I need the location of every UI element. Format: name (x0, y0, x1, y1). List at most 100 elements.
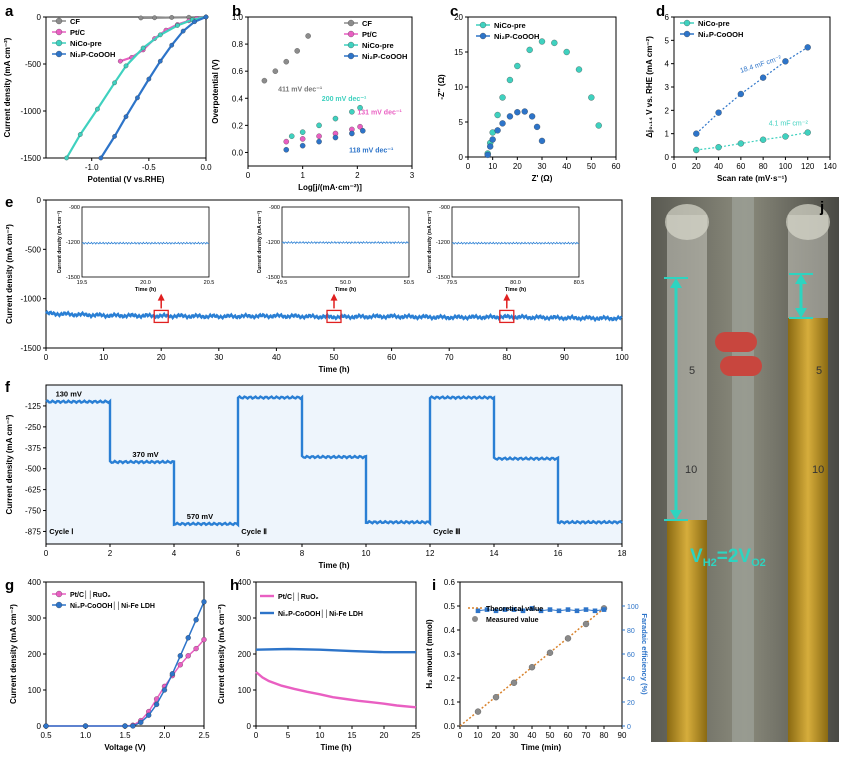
label-part: H2 (703, 557, 717, 569)
measured-point (474, 708, 482, 715)
panel-letter-c: c (450, 3, 458, 20)
tafel-slope-label: 131 mV dec⁻¹ (357, 110, 402, 117)
legend-marker (347, 41, 355, 49)
y-tick-label: -1500 (21, 154, 42, 163)
y-right-tick-label: 60 (627, 652, 635, 659)
legend-label: Ni₂P-CoOOH (362, 52, 407, 61)
point-NiCo-pre (316, 122, 322, 129)
plot-frame (467, 16, 617, 158)
x-tick-label: 20 (380, 731, 389, 740)
inset-y-tick-label: -900 (269, 205, 280, 211)
legend-marker (347, 30, 355, 38)
measured-point (492, 694, 500, 701)
point-Ni2P-CoOOH (360, 128, 366, 134)
x-tick-label: 0 (254, 731, 259, 740)
y-tick-label: -750 (25, 507, 42, 516)
stability-trace (45, 309, 623, 323)
x-tick-label: 0 (458, 731, 463, 740)
point-NiCo-pre (575, 66, 583, 73)
y-tick-label: 5 (665, 36, 670, 45)
point-Ni2P-CoOOH (782, 58, 789, 65)
y-tick-label: 0.5 (444, 602, 456, 611)
clamp-lower (720, 356, 762, 376)
x-tick-label: 40 (272, 353, 281, 362)
series-line (46, 639, 205, 727)
y-tick-label: 1 (665, 130, 670, 139)
inset-y-label: Current density (mA cm⁻²) (427, 210, 433, 273)
point-Ni2P-CoOOH (521, 108, 528, 115)
data-point (185, 635, 191, 641)
faradaic-point (493, 608, 499, 614)
left-liquid (667, 520, 707, 742)
point-NiCo-pre (299, 129, 306, 135)
legend-label: CF (70, 17, 80, 26)
faradaic-point (475, 608, 481, 614)
volume-arrowhead-bottom (795, 308, 807, 318)
legend-marker (55, 590, 63, 598)
x-tick-label: -0.5 (142, 163, 156, 172)
x-tick-label: 20 (492, 731, 501, 740)
x-axis-label: Potential (V vs.RHE) (88, 175, 165, 184)
y-tick-label: 0 (665, 153, 670, 162)
point-NiCo-pre (123, 63, 129, 69)
point-Ni2P-CoOOH (123, 114, 129, 119)
legend-label: NiCo-pre (70, 39, 102, 48)
panel-letter-a: a (5, 3, 14, 20)
point-Ni2P-CoOOH (489, 136, 496, 143)
inset-y-tick-label: -1200 (266, 240, 280, 246)
x-axis-label: Voltage (V) (104, 743, 146, 752)
zoom-box (499, 309, 515, 324)
x-tick-label: 60 (387, 353, 396, 362)
point-Ni2P-CoOOH (533, 123, 541, 131)
measured-point (546, 649, 554, 656)
inset-x-label: Time (h) (335, 287, 356, 293)
x-tick-label: 100 (779, 162, 793, 171)
y-tick-label: 300 (238, 614, 252, 623)
point-NiCo-pre (506, 76, 514, 84)
panel-letter-i: i (432, 577, 436, 594)
point-Ni2P-CoOOH (715, 109, 722, 116)
panel-letters: a b c d e f g h i j (5, 3, 824, 594)
y-tick-label: 100 (28, 686, 42, 695)
y-axis-label: Current density (mA cm⁻²) (5, 414, 14, 514)
point-Ni2P-CoOOH (316, 138, 322, 145)
legend-label: Pt/C││RuO₂ (70, 590, 111, 600)
x-tick-label: 5 (286, 731, 291, 740)
overpotential-label: 370 mV (132, 450, 158, 459)
x-tick-label: 14 (490, 549, 499, 558)
point-NiCo-pre (288, 133, 295, 139)
data-point (153, 701, 160, 708)
point-Ni2P-CoOOH (349, 130, 355, 137)
inset-x-tick-label: 20.0 (140, 280, 151, 286)
x-tick-label: 0.5 (40, 731, 52, 740)
volume-arrowhead-top (795, 274, 807, 284)
panel-e: 0 10 20 30 40 50 60 70 80 90 100 0 -500 -1000 -1500 Tim… (5, 196, 629, 374)
y-tick-label: 20 (454, 13, 463, 22)
x-tick-label: 2 (108, 549, 113, 558)
inset-trace (81, 241, 210, 245)
clamp-upper (715, 332, 757, 352)
data-point (82, 723, 89, 729)
point-NiCo-pre (332, 115, 339, 122)
point-NiCo-pre (349, 109, 355, 115)
legend-marker (472, 616, 478, 622)
x-axis-label: Time (h) (321, 743, 352, 752)
tafel-slope-label: 118 mV dec⁻¹ (349, 147, 394, 154)
y-tick-label: -375 (25, 444, 42, 453)
fit-line (696, 131, 808, 151)
photo-j: 5 10 5 10 VH2=2VO2 (651, 197, 839, 742)
tube-scale-label: 10 (685, 464, 697, 476)
point-NiCo-pre (715, 144, 722, 151)
x-axis-label: Time (h) (319, 365, 350, 374)
y-tick-label: -625 (25, 486, 42, 495)
y-axis-label: H₂ amount (mmol) (425, 619, 434, 689)
right-stopcock (786, 204, 830, 240)
point-CF (152, 15, 157, 21)
y-right-axis-label: Faradaic efficiency (%) (640, 613, 649, 695)
legend-label: Ni₂P-CoOOH (494, 32, 539, 41)
data-point (201, 636, 207, 643)
x-tick-label: 80 (600, 731, 609, 740)
point-Ni2P-CoOOH (804, 44, 811, 51)
point-Ni2P-CoOOH (759, 74, 767, 81)
